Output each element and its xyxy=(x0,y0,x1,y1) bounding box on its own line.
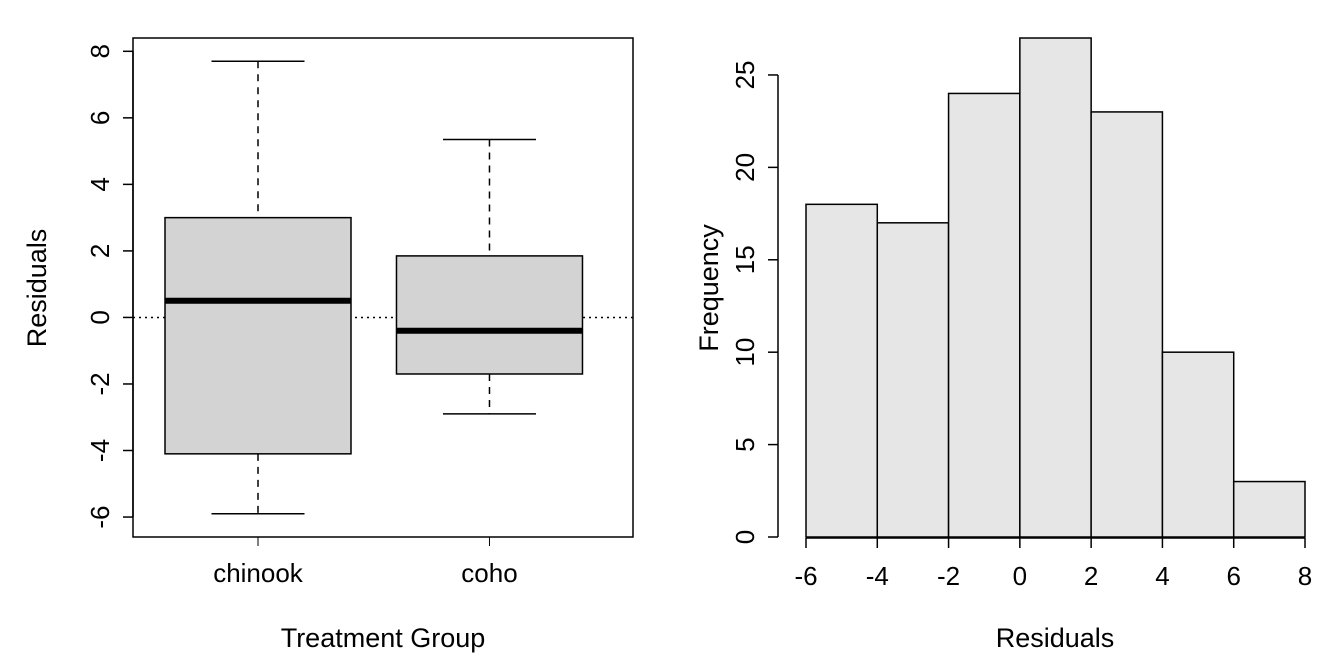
boxplot-panel: Treatment Group Residuals chinook coho -6 -… xyxy=(22,37,634,653)
histogram-bar-3 xyxy=(947,92,1021,538)
y-tick-label-5: 5 xyxy=(730,437,760,451)
x-tick-label-0: 0 xyxy=(1013,561,1027,591)
y-tick-label-4: 4 xyxy=(85,177,115,191)
histogram-bar-2 xyxy=(876,222,950,538)
box-chinook xyxy=(164,216,352,455)
histogram-y-axis-title: Frequency xyxy=(694,224,724,352)
box-coho xyxy=(395,255,584,375)
y-tick-label-2: 2 xyxy=(85,244,115,258)
histogram-panel: Residuals Frequency -6 -4 -2 0 2 4 6 8 0 5 10 15 20 2… xyxy=(694,37,1312,653)
histogram-bar-7 xyxy=(1232,480,1306,538)
y-tick-label-8: 8 xyxy=(85,44,115,58)
histogram-x-axis-title: Residuals xyxy=(996,623,1115,653)
histogram-bar-4 xyxy=(1019,37,1092,538)
y-tick-label-0: 0 xyxy=(85,310,115,324)
x-tick-label--6: -6 xyxy=(794,561,817,591)
y-tick-label-0: 0 xyxy=(730,530,760,544)
x-tick-label-6: 6 xyxy=(1226,561,1240,591)
boxplot-y-axis-title: Residuals xyxy=(22,229,52,348)
histogram-bar-6 xyxy=(1161,351,1235,538)
histogram-bar-1 xyxy=(805,203,879,538)
y-tick-label--2: -2 xyxy=(85,372,115,395)
x-tick-label-2: 2 xyxy=(1084,561,1098,591)
y-tick-label-25: 25 xyxy=(730,61,760,90)
x-tick-label-4: 4 xyxy=(1155,561,1169,591)
y-tick-label--6: -6 xyxy=(85,505,115,528)
y-tick-label--4: -4 xyxy=(85,439,115,462)
y-tick-label-10: 10 xyxy=(730,338,760,367)
x-tick-label-coho: coho xyxy=(461,558,517,588)
y-tick-label-20: 20 xyxy=(730,153,760,182)
y-tick-label-6: 6 xyxy=(85,111,115,125)
x-tick-label-8: 8 xyxy=(1298,561,1312,591)
y-tick-label-15: 15 xyxy=(730,245,760,274)
x-tick-label--4: -4 xyxy=(866,561,889,591)
boxplot-x-axis-title: Treatment Group xyxy=(281,623,486,653)
x-tick-label-chinook: chinook xyxy=(213,558,304,588)
x-tick-label--2: -2 xyxy=(937,561,960,591)
histogram-bar-5 xyxy=(1090,111,1164,538)
